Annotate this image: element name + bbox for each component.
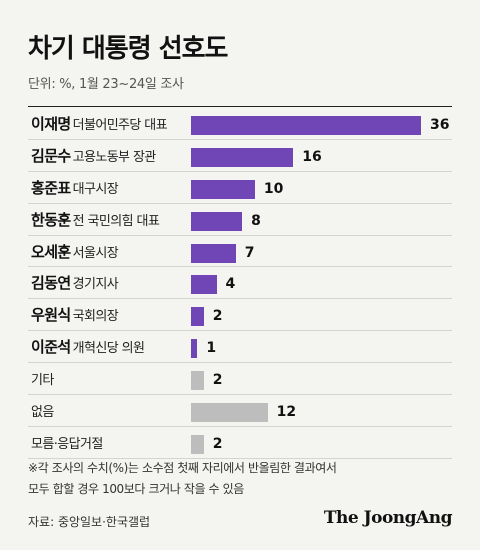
- bar: [191, 179, 255, 199]
- chart-row: 한동훈 전 국민의힘 대표 8: [28, 204, 452, 236]
- category-label: 우원식 국회의장: [31, 299, 119, 332]
- response-label: 모름·응답거절: [31, 436, 103, 452]
- bar: [191, 116, 421, 135]
- candidate-name: 김동연: [31, 274, 71, 293]
- value-label: 2: [212, 435, 223, 452]
- candidate-name: 이재명: [31, 115, 71, 133]
- top-rule: [28, 106, 452, 107]
- chart-row: 홍준표 대구시장 10: [28, 172, 452, 204]
- value-label: 2: [212, 308, 223, 325]
- unit-note: 단위: %, 1월 23~24일 조사: [28, 77, 184, 92]
- response-label: 기타: [31, 373, 54, 389]
- bar: [191, 371, 204, 391]
- candidate-role: 대구시장: [72, 181, 119, 197]
- footnote-line-1: ※각 조사의 수치(%)는 소수점 첫째 자리에서 반올림한 결과여서: [28, 461, 337, 475]
- category-label: 김문수 고용노동부 장관: [31, 140, 156, 173]
- candidate-role: 국회의장: [72, 309, 119, 325]
- bar: [191, 434, 204, 454]
- category-label: 이재명 더불어민주당 대표: [31, 108, 168, 141]
- bar: [191, 339, 198, 359]
- chart-row: 김문수 고용노동부 장관 16: [28, 140, 452, 172]
- chart-row: 오세훈 서울시장 7: [28, 236, 452, 268]
- chart-row: 이재명 더불어민주당 대표 36: [28, 108, 452, 140]
- candidate-role: 개혁신당 의원: [72, 341, 145, 357]
- bar: [191, 403, 268, 423]
- candidate-name: 이준석: [31, 338, 71, 357]
- brand-logo: The JoongAng: [323, 508, 453, 528]
- chart-row: 우원식 국회의장 2: [28, 299, 452, 332]
- candidate-role: 전 국민의힘 대표: [72, 213, 160, 229]
- bar-chart: 이재명 더불어민주당 대표 36 김문수 고용노동부 장관 16 홍준표 대구시장 10 한동훈 전…: [28, 108, 452, 459]
- footnote-line-2: 모두 합할 경우 100보다 크거나 작을 수 있음: [28, 482, 244, 496]
- category-label: 김동연 경기지사: [31, 267, 119, 300]
- candidate-name: 홍준표: [31, 178, 71, 197]
- value-label: 4: [225, 276, 236, 293]
- candidate-role: 더불어민주당 대표: [72, 118, 168, 133]
- chart-row: 이준석 개혁신당 의원 1: [28, 331, 452, 364]
- category-label: 모름·응답거절: [31, 427, 103, 460]
- category-label: 없음: [31, 395, 54, 428]
- bar: [191, 275, 217, 295]
- candidate-name: 한동훈: [31, 210, 71, 229]
- chart-row: 모름·응답거절 2: [28, 427, 452, 459]
- bar: [191, 147, 294, 167]
- candidate-role: 고용노동부 장관: [72, 149, 157, 165]
- category-label: 홍준표 대구시장: [31, 172, 119, 205]
- chart-row: 기타 2: [28, 363, 452, 396]
- source-note: 자료: 중앙일보·한국갤럽: [28, 515, 151, 529]
- category-label: 오세훈 서울시장: [31, 236, 119, 269]
- value-label: 7: [244, 244, 255, 261]
- candidate-name: 우원식: [31, 306, 71, 325]
- category-label: 기타: [31, 363, 54, 396]
- value-label: 8: [251, 212, 261, 229]
- chart-row: 김동연 경기지사 4: [28, 267, 452, 300]
- value-label: 16: [302, 148, 322, 165]
- candidate-role: 서울시장: [72, 245, 119, 261]
- footnote: ※각 조사의 수치(%)는 소수점 첫째 자리에서 반올림한 결과여서 모두 합…: [28, 458, 337, 500]
- candidate-name: 오세훈: [31, 242, 71, 261]
- chart-title: 차기 대통령 선호도: [28, 34, 228, 64]
- category-label: 이준석 개혁신당 의원: [31, 331, 145, 364]
- response-label: 없음: [31, 405, 54, 421]
- value-label: 1: [206, 340, 217, 357]
- candidate-role: 경기지사: [72, 277, 119, 293]
- bar: [191, 243, 236, 263]
- value-label: 10: [263, 180, 284, 197]
- bar: [191, 307, 204, 327]
- chart-row: 없음 12: [28, 395, 452, 427]
- value-label: 36: [430, 117, 450, 133]
- value-label: 2: [212, 372, 223, 389]
- category-label: 한동훈 전 국민의힘 대표: [31, 204, 160, 237]
- candidate-name: 김문수: [31, 146, 71, 165]
- value-label: 12: [276, 404, 297, 421]
- bar: [191, 211, 243, 231]
